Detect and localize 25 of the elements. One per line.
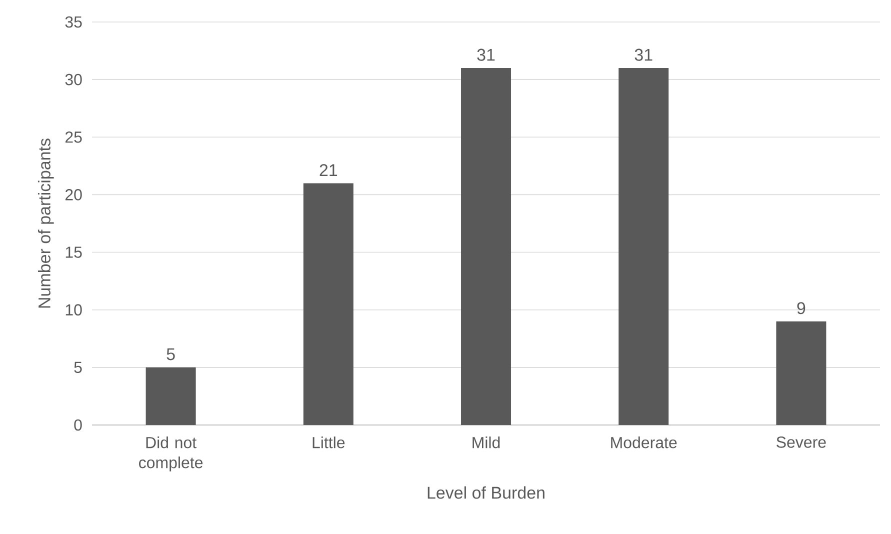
y-tick-label: 15 — [66, 246, 82, 258]
bar — [461, 68, 511, 425]
y-tick-label: 20 — [65, 189, 82, 200]
data-label: 21 — [320, 164, 338, 176]
bar — [146, 367, 196, 425]
x-tick-label: Moderate — [611, 436, 677, 448]
data-label: 31 — [477, 48, 495, 61]
x-tick-label: Mild — [472, 436, 500, 448]
y-axis-title: Number of participants — [38, 138, 54, 308]
x-axis-title: Level of Burden — [428, 486, 544, 499]
bar — [303, 183, 354, 425]
bar — [776, 321, 826, 425]
data-label: 31 — [634, 48, 652, 61]
y-tick-label: 0 — [74, 419, 82, 431]
y-tick-label: 10 — [66, 304, 82, 316]
y-tick-label: 35 — [65, 16, 82, 28]
x-tick-label: Severe — [776, 436, 826, 448]
x-tick-label: Did not complete — [139, 436, 203, 472]
y-tick-label: 25 — [65, 131, 82, 143]
data-label: 5 — [166, 348, 175, 360]
x-tick-label: Little — [312, 436, 345, 448]
y-tick-label: 30 — [65, 74, 82, 86]
y-tick-label: 5 — [74, 362, 82, 373]
bar — [618, 68, 669, 425]
data-label: 9 — [797, 302, 806, 314]
